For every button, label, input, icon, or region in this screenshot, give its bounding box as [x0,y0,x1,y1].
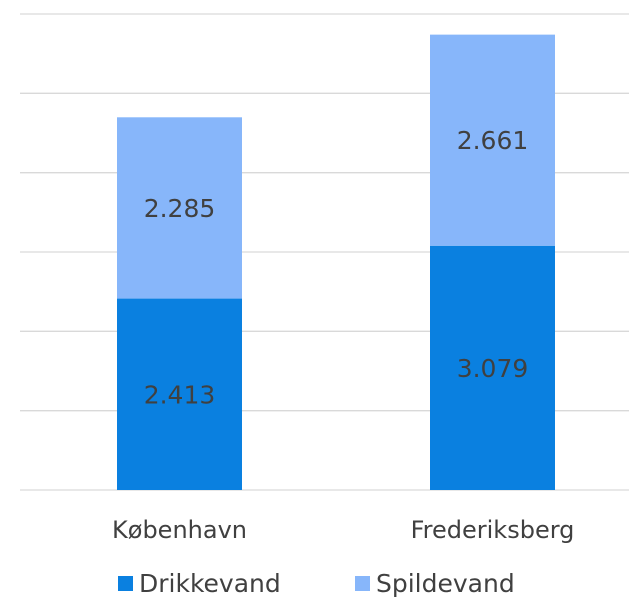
value-label: 2.413 [144,380,216,409]
value-label: 2.285 [144,194,216,223]
x-tick-label: Frederiksberg [411,516,575,544]
bar-segment [430,34,555,246]
bar-segment [430,245,555,490]
bar-segment [117,298,242,490]
legend-swatch [355,576,370,591]
legend-label: Spildevand [376,569,515,598]
legend-swatch [118,576,133,591]
x-tick-label: København [112,516,247,544]
value-label: 2.661 [457,126,529,155]
bar-segment [117,117,242,299]
value-label: 3.079 [457,354,529,383]
legend-label: Drikkevand [139,569,281,598]
